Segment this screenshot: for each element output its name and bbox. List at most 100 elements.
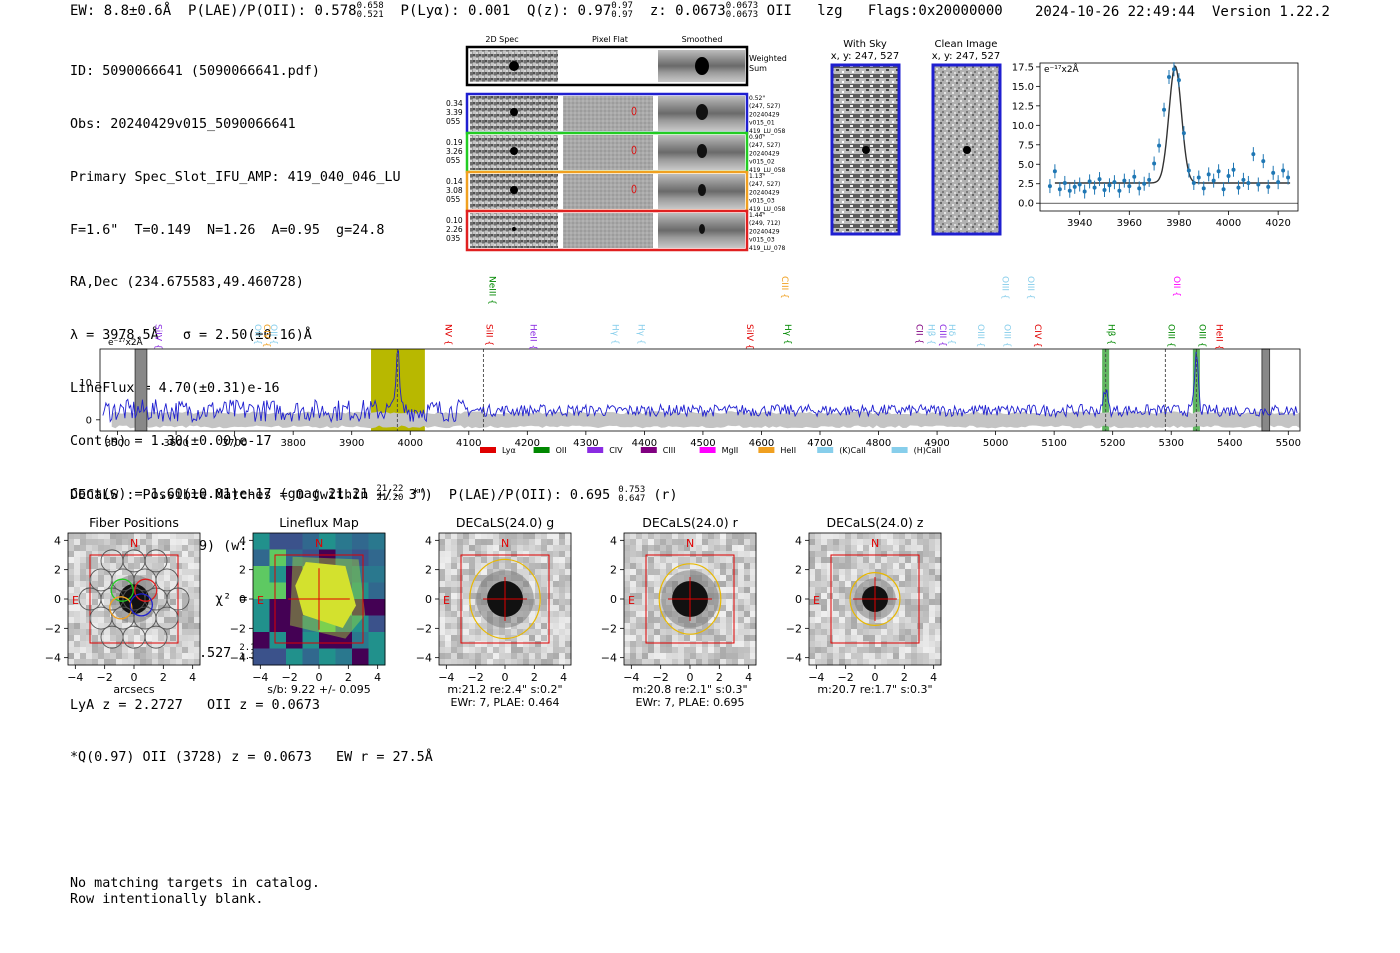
cutout-pixel	[851, 623, 858, 630]
zoom-ytick-label: 5.0	[1018, 160, 1034, 171]
cutout-pixel	[511, 563, 518, 570]
cutout-pixel	[511, 551, 518, 558]
cutout-pixel	[104, 575, 111, 582]
cutout-pixel	[457, 551, 464, 558]
panel-ytick-label: 0	[54, 593, 61, 606]
cutout-pixel	[881, 653, 888, 660]
cutout-pixel	[684, 647, 691, 654]
cutout-pixel	[923, 587, 930, 594]
cutout-pixel	[110, 611, 117, 618]
cutout-pixel	[463, 545, 470, 552]
cutout-pixel	[744, 647, 751, 654]
cutout-pixel	[845, 647, 852, 654]
cutout-pixel	[726, 635, 733, 642]
cutout-pixel	[636, 605, 643, 612]
cutout-pixel	[851, 641, 858, 648]
cutout-pixel	[92, 539, 99, 546]
panel-xtick-label: 2	[531, 671, 538, 684]
cutout-pixel	[666, 623, 673, 630]
cutout-pixel	[505, 641, 512, 648]
cutout-pixel	[158, 623, 165, 630]
cutout-pixel	[839, 545, 846, 552]
panel-title: DECaLS(24.0) z	[827, 515, 924, 530]
line-label: CIV {	[261, 324, 271, 348]
cutout-pixel	[636, 551, 643, 558]
cutout-pixel	[845, 551, 852, 558]
cutout-pixel	[929, 569, 936, 576]
cutout-pixel	[720, 647, 727, 654]
spectrum-xtick-label: 4800	[866, 438, 891, 449]
cutout-left-label: 055	[446, 156, 461, 165]
cutout-pixel	[720, 659, 727, 666]
cutout-pixel	[881, 575, 888, 582]
cutout-pixel	[535, 545, 542, 552]
cutout-pixel	[487, 629, 494, 636]
cutout-pixel	[152, 647, 159, 654]
cutout-pixel	[86, 611, 93, 618]
cutout-pixel	[654, 563, 661, 570]
data-point	[1221, 187, 1226, 192]
cutout-pixel	[744, 635, 751, 642]
cutout-pixel	[176, 605, 183, 612]
cutout-pixel	[445, 539, 452, 546]
cutout-pixel	[732, 539, 739, 546]
cutout-pixel	[517, 659, 524, 666]
cutout-pixel	[541, 533, 548, 540]
photometry-ellipse	[658, 563, 722, 635]
fiber-circle	[122, 549, 146, 573]
cutout-pixel	[851, 587, 858, 594]
cutout-pixel	[176, 575, 183, 582]
zoom-xtick-label: 3960	[1117, 218, 1142, 229]
cutout-pixel	[457, 641, 464, 648]
cutout-pixel	[726, 539, 733, 546]
cutout-pixel	[547, 551, 554, 558]
cutout-pixel	[863, 653, 870, 660]
cutout-pixel	[457, 623, 464, 630]
lineflux-pixel	[368, 632, 386, 649]
cutout-pixel	[511, 653, 518, 660]
cutout-pixel	[845, 569, 852, 576]
lineflux-pixel	[319, 533, 336, 550]
cutout-pixel	[929, 533, 936, 540]
cutout-pixel	[851, 647, 858, 654]
cutout-pixel	[110, 635, 117, 642]
cutout-pixel	[935, 569, 942, 576]
data-point	[1196, 175, 1201, 180]
cutout-pixel	[487, 533, 494, 540]
cutout-pixel	[445, 641, 452, 648]
cutout-pixel	[110, 641, 117, 648]
cutout-pixel	[535, 533, 542, 540]
cutout-pixel	[917, 629, 924, 636]
cutout-pixel	[827, 533, 834, 540]
cutout-pixel	[630, 563, 637, 570]
cutout-pixel	[833, 545, 840, 552]
cutout-pixel	[750, 653, 757, 660]
cutout-pixel	[194, 647, 201, 654]
cutout-pixel	[911, 599, 918, 606]
cutout-pixel	[875, 557, 882, 564]
cutout-pixel	[881, 557, 888, 564]
cutout-pixel	[750, 641, 757, 648]
cutout-pixel	[559, 617, 566, 624]
cutout-pixel	[827, 557, 834, 564]
cutout-pixel	[702, 557, 709, 564]
cutout-pixel	[714, 557, 721, 564]
cutout-pixel	[672, 569, 679, 576]
cutout-pixel	[565, 635, 572, 642]
data-point	[1077, 182, 1082, 187]
cutout-pixel	[887, 557, 894, 564]
line-label: Hδ {	[946, 324, 956, 345]
cutout-pixel	[104, 593, 111, 600]
cutout-pixel	[726, 533, 733, 540]
cutout-pixel	[642, 569, 649, 576]
line-label: SiIV {	[153, 324, 163, 350]
cutout-pixel	[481, 659, 488, 666]
cutout-pixel	[935, 551, 942, 558]
data-point	[1147, 177, 1152, 182]
cutout-pixel	[684, 635, 691, 642]
cutout-pixel	[875, 533, 882, 540]
cutout-pixel	[188, 659, 195, 666]
lineflux-pixel	[253, 549, 270, 567]
cutout-pixel	[839, 587, 846, 594]
